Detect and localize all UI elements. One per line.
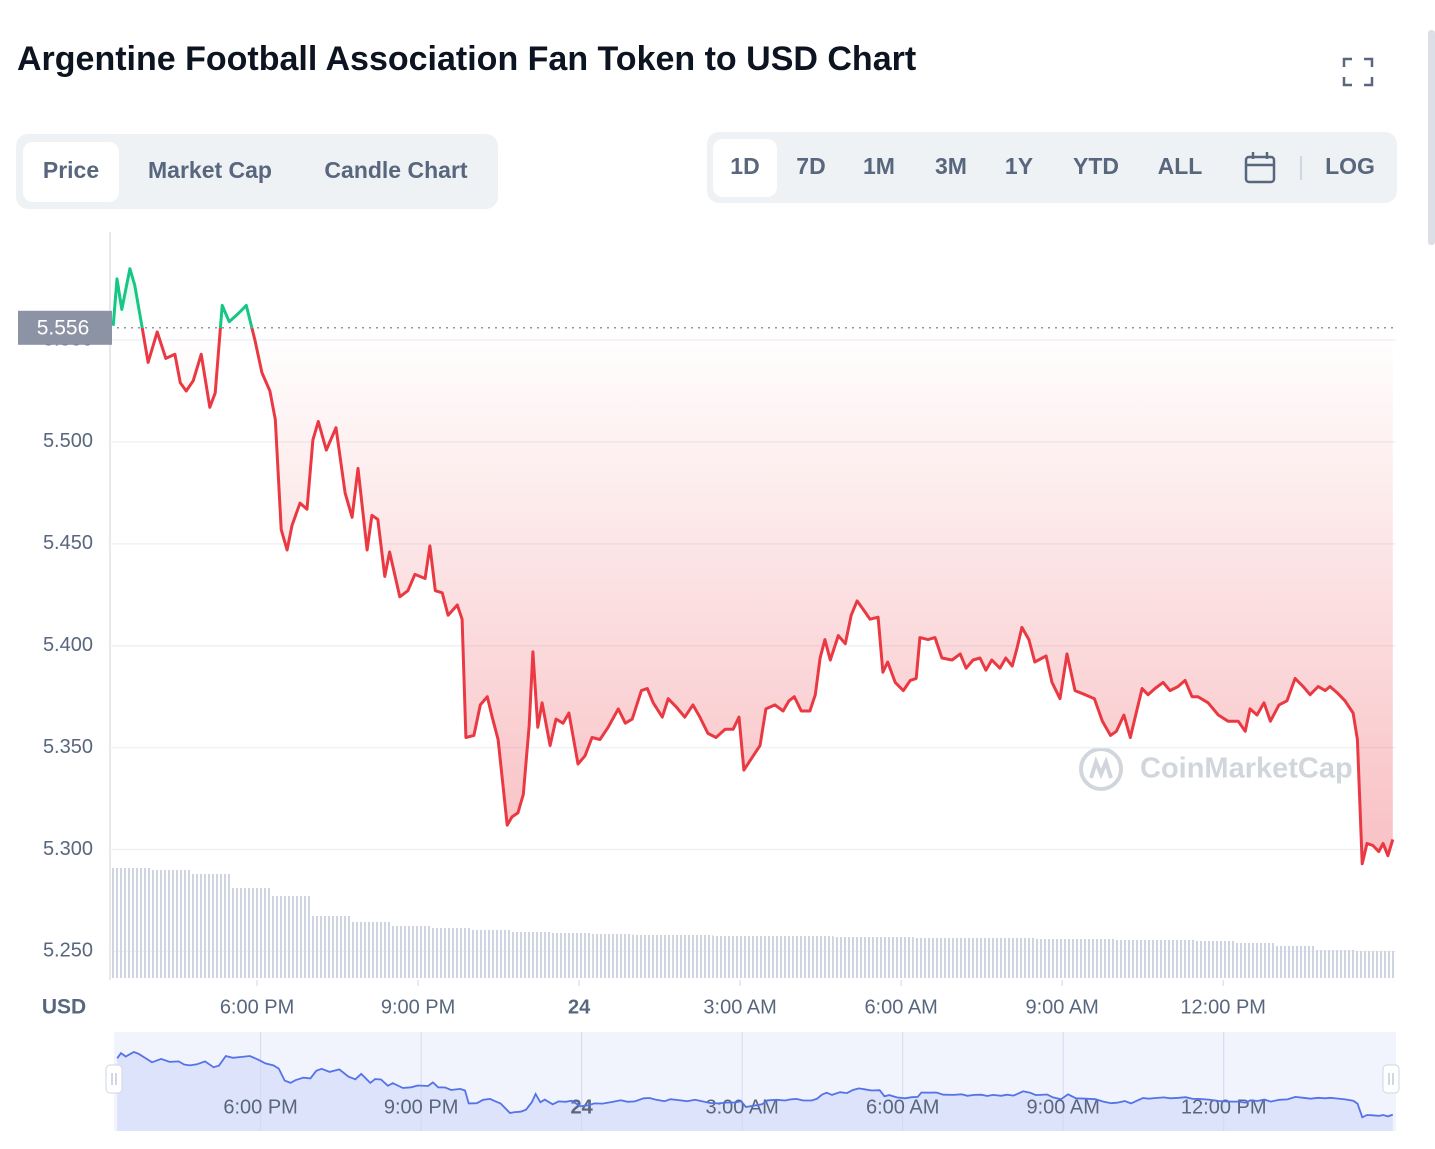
volume-bar [712,936,753,978]
navigator-tick-label: 6:00 PM [223,1096,297,1118]
volume-bar [270,896,311,978]
volume-bar [873,937,914,978]
scrollbar[interactable] [1428,30,1435,245]
range-button[interactable]: 7D [796,153,825,179]
volume-bar [1154,940,1196,978]
volume-bar [150,870,191,978]
tab[interactable]: Market Cap [148,157,272,183]
x-tick-label: 6:00 AM [864,996,937,1018]
navigator-tick-label: 9:00 AM [1026,1096,1099,1118]
x-tick-label: 12:00 PM [1180,996,1266,1018]
log-button[interactable]: LOG [1325,153,1375,179]
volume-bar [511,932,553,978]
volume-bar [953,938,995,978]
volume-bar [1034,939,1075,978]
tab[interactable]: Candle Chart [324,157,467,183]
volume-bar [592,934,633,978]
y-tick-label: 5.400 [43,634,93,656]
volume-bar [1355,951,1396,978]
navigator-handle[interactable] [1382,1064,1400,1094]
x-tick-label: 6:00 PM [220,996,294,1018]
navigator-tick-label: 9:00 PM [384,1096,458,1118]
range-button[interactable]: ALL [1158,153,1203,179]
volume-bar [913,938,954,978]
volume-bar [632,935,673,978]
volume-bar [1114,940,1155,978]
volume-bar [351,922,392,978]
fullscreen-icon[interactable] [1342,57,1374,87]
y-tick-label: 5.450 [43,532,93,554]
range-button[interactable]: 1M [863,153,895,179]
current-price-box [18,310,112,345]
y-tick-label: 5.250 [43,940,93,962]
area [113,268,1393,864]
volume-bar [310,916,352,978]
volume-bar [110,868,151,978]
volume-bar [190,874,231,978]
navigator-area [117,1052,1393,1131]
x-tick-label: 9:00 AM [1025,996,1098,1018]
range-button[interactable]: 1Y [1005,153,1033,179]
navigator-handle[interactable] [105,1064,123,1094]
volume-bar [391,926,432,978]
navigator-line [116,1051,1394,1119]
volume-bar [230,888,271,978]
volume-bar [1275,946,1316,978]
calendar-icon[interactable] [1244,152,1276,184]
current-price-label: 5.556 [37,316,90,339]
volume-bar [793,936,834,978]
range-button[interactable]: 3M [935,153,967,179]
tab[interactable]: Price [43,157,99,183]
range-button[interactable]: YTD [1073,153,1119,179]
volume-bar [1195,941,1236,978]
watermark: CoinMarketCap [1079,747,1353,791]
y-tick-label: 5.350 [43,736,93,758]
volume-bar [833,937,874,978]
volume-bar [471,930,512,978]
navigator-tick-label: 24 [571,1096,594,1118]
tab-active [23,142,119,202]
volume-bar [1235,943,1276,978]
volume-bar [994,938,1035,978]
volume-bar [1074,939,1115,978]
volume-bar [753,936,794,978]
navigator-tick-label: 3:00 AM [705,1096,778,1118]
range-button[interactable]: 1D [730,153,759,179]
x-tick-label: 9:00 PM [381,996,455,1018]
volume-bar [1315,950,1356,978]
volume-bar [431,928,472,978]
volume-bar [552,933,593,978]
range-active [713,139,777,197]
y-tick-label: 5.300 [43,838,93,860]
tab-group [16,134,498,209]
volume-bar [672,935,713,978]
x-tick-label: 3:00 AM [703,996,776,1018]
x-tick-label: 24 [568,996,591,1018]
watermark-text: CoinMarketCap [1140,753,1353,785]
unit-label: USD [42,996,86,1019]
price-line [111,267,1395,866]
chart-title: Argentine Football Association Fan Token… [17,40,916,78]
y-tick-label: 5.500 [43,430,93,452]
range-group [707,132,1397,203]
navigator-tick-label: 6:00 AM [866,1096,939,1118]
